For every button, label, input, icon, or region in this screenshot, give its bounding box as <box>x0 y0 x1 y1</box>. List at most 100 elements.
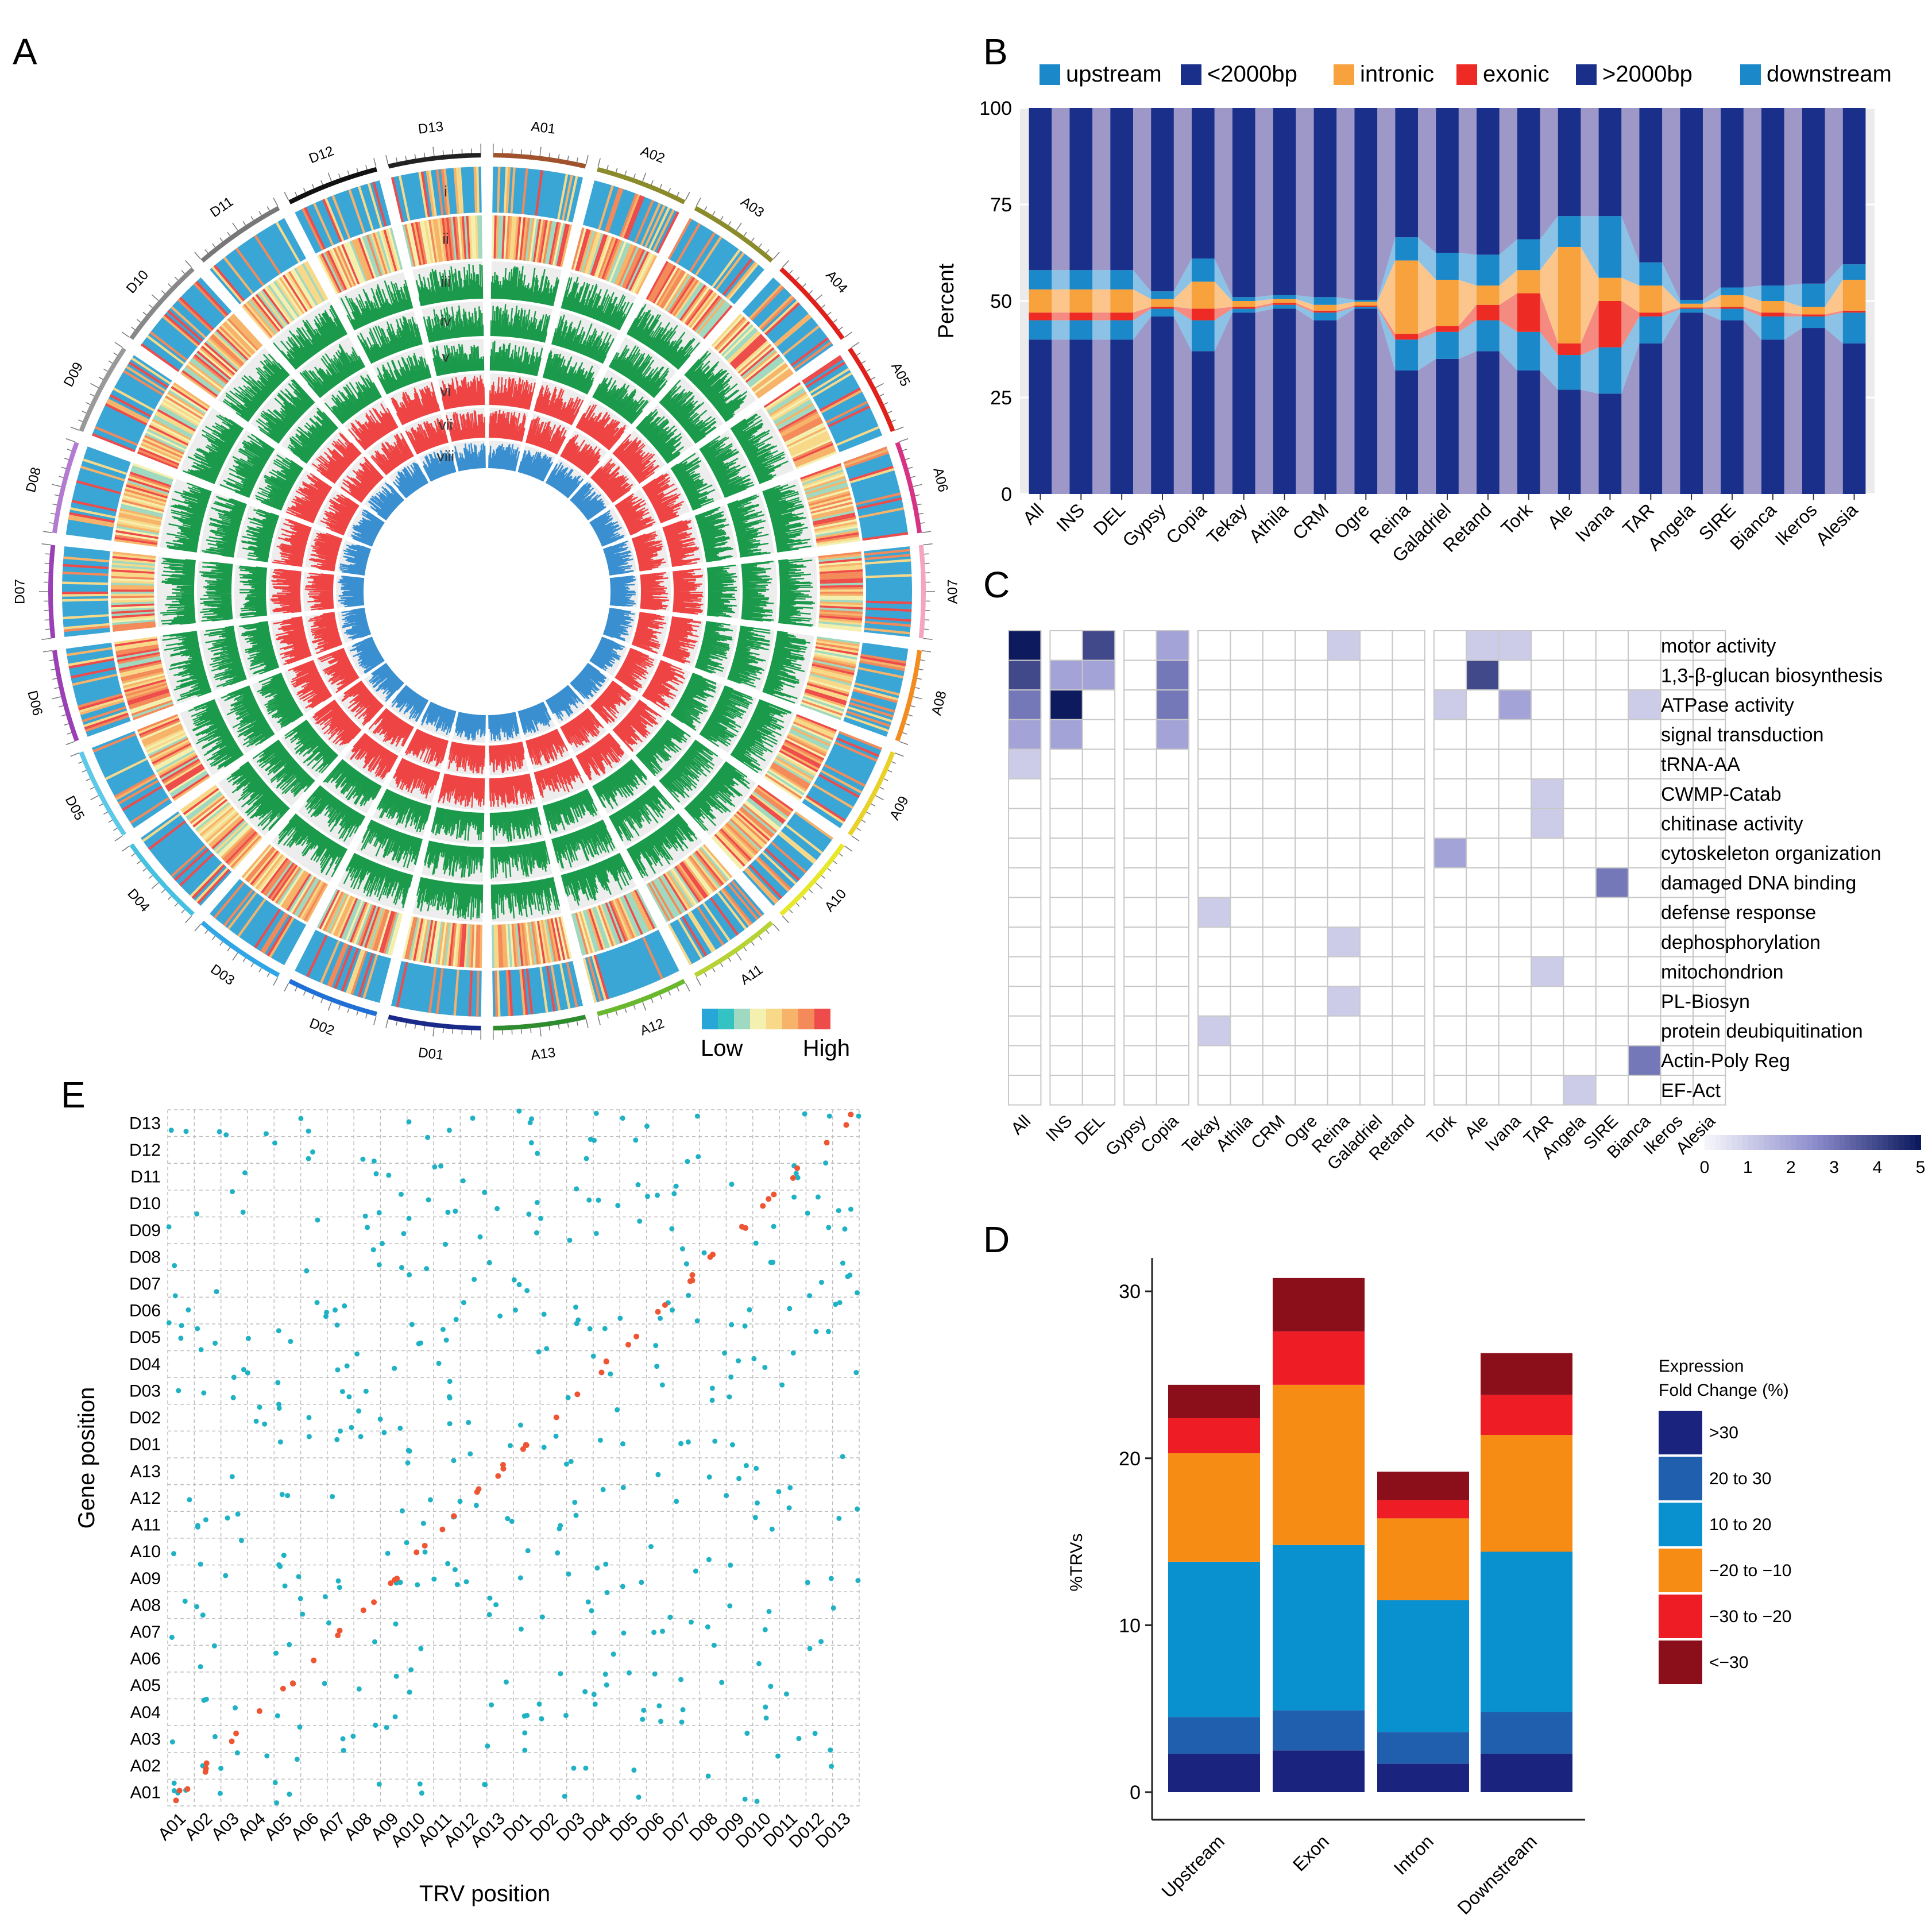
track-bars <box>273 304 348 370</box>
bar-segment <box>1680 308 1703 313</box>
trans-point <box>768 1684 774 1689</box>
track-bars <box>560 434 601 476</box>
chromosome-label: D08 <box>23 466 44 494</box>
heat-cell <box>820 585 863 588</box>
bar-segment <box>1598 216 1622 278</box>
heat-cell <box>606 240 625 282</box>
heatmap-cell <box>1628 897 1661 928</box>
heat-cell <box>63 614 109 620</box>
heatmap-cell <box>1498 956 1532 987</box>
trans-point <box>169 1739 175 1745</box>
heat-cell <box>297 879 322 918</box>
scale-tick-label: 0 <box>1700 1158 1710 1177</box>
trans-point <box>667 1615 673 1620</box>
heatmap-cell <box>1498 808 1532 839</box>
trans-point <box>334 1322 340 1328</box>
trans-point <box>660 1628 666 1634</box>
heat-cell <box>83 710 128 728</box>
heat-cell <box>177 298 212 332</box>
bar-segment <box>1598 393 1622 494</box>
flow-band <box>1255 308 1273 494</box>
trans-point <box>574 1321 579 1326</box>
heatmap-cell <box>1433 837 1467 868</box>
heat-cell <box>762 851 797 885</box>
bar-segment <box>1477 320 1500 352</box>
heatmap-cell <box>1595 867 1629 898</box>
heat-cell <box>770 765 808 790</box>
trans-point <box>306 1415 312 1421</box>
heat-cell <box>62 571 109 576</box>
cis-point <box>335 1632 341 1639</box>
heat-cell <box>195 280 229 316</box>
trans-point <box>620 1584 625 1589</box>
bar-segment <box>1802 307 1825 315</box>
track-bars <box>608 785 675 842</box>
heat-cell <box>749 359 785 388</box>
heat-cell <box>118 659 161 671</box>
bar-segment <box>1168 1453 1260 1562</box>
heat-cell <box>603 903 621 944</box>
heat-cell <box>535 921 544 964</box>
heatmap-cell <box>1660 659 1694 691</box>
heat-cell <box>812 510 855 522</box>
heat-cell <box>819 615 863 621</box>
heat-cell <box>118 514 161 526</box>
heat-cell <box>763 300 799 334</box>
bar-segment <box>1192 308 1215 321</box>
heat-cell <box>117 652 160 662</box>
trans-point <box>235 1511 241 1517</box>
trans-point <box>424 1266 430 1272</box>
heat-cell <box>711 836 743 870</box>
heatmap-cell <box>1498 778 1532 809</box>
track-bars <box>488 443 520 472</box>
heat-cell <box>661 271 686 309</box>
trans-point <box>341 1747 346 1753</box>
trans-point <box>658 1719 664 1724</box>
scale-swatch <box>1818 1135 1824 1150</box>
bar-segment <box>1232 301 1255 307</box>
trans-point <box>397 1580 403 1585</box>
heat-cell <box>347 901 365 942</box>
heat-cell <box>331 894 351 935</box>
heat-cell <box>117 523 160 534</box>
heat-cell <box>190 862 224 897</box>
heat-cell <box>398 175 411 221</box>
heatmap-cell <box>1466 986 1500 1017</box>
trans-point <box>486 1612 492 1618</box>
heat-cell <box>470 924 475 968</box>
chromosome-ticks-a08 <box>899 650 932 746</box>
heatmap-cell <box>1049 719 1083 750</box>
bar-segment <box>1761 312 1784 316</box>
trans-point <box>234 1750 240 1756</box>
flow-band <box>1417 358 1436 494</box>
chromosome-band-a05 <box>848 347 895 433</box>
heat-cell <box>575 229 589 271</box>
flow-band <box>1214 281 1232 309</box>
scale-swatch <box>1867 1135 1873 1150</box>
bar-segment <box>1069 312 1093 321</box>
heat-cell <box>63 556 110 563</box>
flow-band <box>1702 108 1721 300</box>
scale-swatch <box>1748 1135 1754 1150</box>
heat-cell <box>180 372 217 399</box>
trans-point <box>818 1639 824 1645</box>
heatmap-cell <box>1327 748 1361 780</box>
heat-cell <box>105 403 148 426</box>
heat-cell <box>692 852 721 889</box>
heat-cell <box>802 471 844 488</box>
trans-point <box>854 1290 860 1296</box>
heat-cell <box>248 299 277 334</box>
trans-point <box>539 1614 545 1620</box>
track-segment <box>91 731 172 828</box>
heat-cell <box>118 658 161 669</box>
heatmap-cell <box>1433 1075 1467 1106</box>
heatmap-cell <box>1049 1015 1083 1047</box>
heat-cell <box>519 969 526 1016</box>
heat-cell <box>426 920 435 963</box>
trans-point <box>306 1434 312 1439</box>
heat-cell <box>806 486 849 501</box>
bar-segment <box>1273 1277 1365 1331</box>
trans-point <box>729 1442 735 1448</box>
track-bars <box>631 612 667 654</box>
cis-point <box>843 1122 849 1128</box>
